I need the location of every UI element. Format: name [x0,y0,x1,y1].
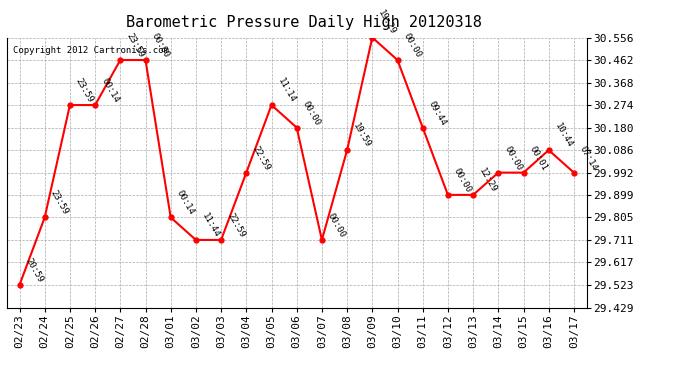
Text: 00:14: 00:14 [99,76,121,104]
Text: 22:59: 22:59 [225,211,246,239]
Text: 00:01: 00:01 [528,144,549,172]
Text: 00:00: 00:00 [150,32,171,59]
Text: Barometric Pressure Daily High 20120318: Barometric Pressure Daily High 20120318 [126,15,482,30]
Text: 19:59: 19:59 [351,122,373,149]
Text: 19:29: 19:29 [377,9,397,37]
Text: 07:14: 07:14 [578,144,600,172]
Text: 00:00: 00:00 [452,166,473,194]
Text: 23:59: 23:59 [49,189,70,217]
Text: 09:44: 09:44 [427,99,448,127]
Text: 11:14: 11:14 [276,76,297,104]
Text: 12:29: 12:29 [477,166,498,194]
Text: Copyright 2012 Cartronics.com: Copyright 2012 Cartronics.com [12,46,168,55]
Text: 00:00: 00:00 [402,32,423,59]
Text: 10:44: 10:44 [553,122,574,149]
Text: 00:00: 00:00 [301,99,322,127]
Text: 20:59: 20:59 [23,256,45,284]
Text: 11:44: 11:44 [200,211,221,239]
Text: 00:14: 00:14 [175,189,196,217]
Text: 00:00: 00:00 [326,211,347,239]
Text: 23:59: 23:59 [74,76,95,104]
Text: 00:00: 00:00 [502,144,524,172]
Text: 22:59: 22:59 [250,144,272,172]
Text: 23:59: 23:59 [124,32,146,59]
